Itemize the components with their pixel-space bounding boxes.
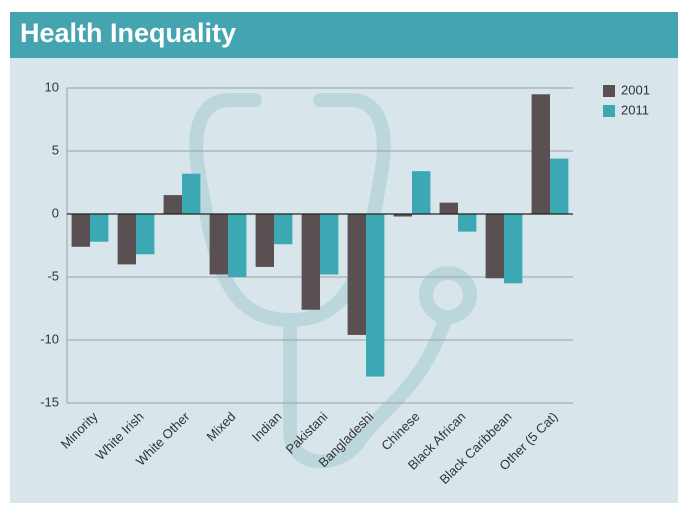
y-tick-label: -15 (40, 394, 59, 409)
bar (366, 214, 384, 377)
bar (90, 214, 108, 242)
bar (412, 171, 430, 214)
bar (274, 214, 292, 244)
bar (118, 214, 136, 264)
y-tick-label: 5 (52, 142, 59, 157)
bar (458, 214, 476, 232)
bar (256, 214, 274, 267)
y-tick-label: 0 (52, 205, 59, 220)
bar (182, 174, 200, 214)
y-tick-label: 10 (45, 79, 59, 94)
bar (228, 214, 246, 277)
chart-title: Health Inequality (20, 18, 236, 48)
bar (302, 214, 320, 310)
bar (486, 214, 504, 278)
legend-swatch (603, 105, 615, 117)
bar (348, 214, 366, 335)
y-tick-label: -10 (40, 331, 59, 346)
bar (136, 214, 154, 254)
y-tick-label: -5 (47, 268, 59, 283)
bar (210, 214, 228, 274)
legend-label: 2001 (621, 82, 650, 97)
bar (440, 203, 458, 214)
bar (532, 94, 550, 214)
legend-label: 2011 (621, 102, 649, 117)
bar (504, 214, 522, 283)
legend-swatch (603, 85, 615, 97)
bar (320, 214, 338, 274)
chart: Health Inequality 1050-5-10-15MinorityWh… (0, 0, 678, 503)
bar (72, 214, 90, 247)
bar (550, 159, 568, 214)
bar (164, 195, 182, 214)
